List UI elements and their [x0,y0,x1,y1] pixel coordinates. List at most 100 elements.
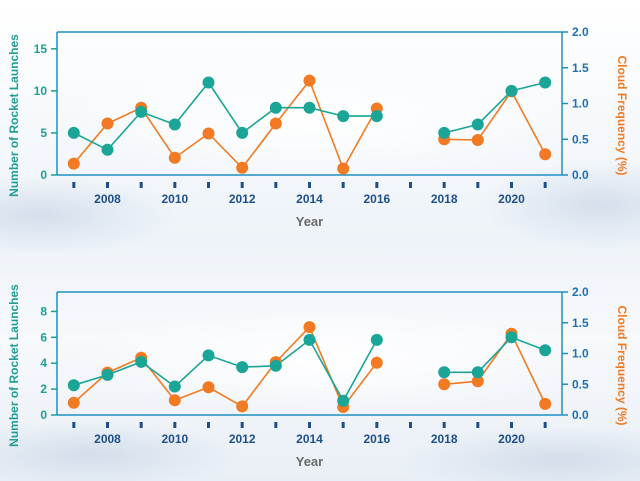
cloud-frequency-point [202,381,215,394]
x-tick-label: 2020 [498,192,525,206]
launches-line [73,81,377,151]
cloud-frequency-point [337,162,350,175]
cloud-frequency-point [370,356,383,369]
cloud-frequency-point [269,117,282,130]
chart-top: 0 5 10 15 0.0 0.5 1.0 1.5 2.0 2008 2010 2012 2014 201… [7,25,629,229]
chart-bottom: 0 2 4 6 8 0.0 0.5 1.0 1.5 2.0 2008 2010 2012 2014 2016… [7,284,629,469]
x-tick-label: 2020 [498,432,525,446]
cloud-frequency-point [539,148,552,161]
y-tick-label-left: 2 [40,382,47,396]
y-tick-label-left: 0 [40,168,47,182]
x-tick [207,182,210,188]
y-tick-label-left: 8 [40,304,47,318]
x-tick [240,182,244,188]
x-tick [139,422,143,428]
cloud-frequency-point [438,378,451,391]
launches-point [67,126,80,139]
x-tick-label: 2014 [296,192,323,206]
y-axis-label-left: Number of Rocket Launches [7,284,21,447]
y-tick-label-left: 0 [40,408,47,422]
launches-point [168,118,181,131]
x-tick [476,422,480,428]
launches-point [471,118,484,131]
cloud-frequency-point [236,161,249,174]
y-tick-label-left: 10 [34,84,48,98]
cloud-frequency-point [168,394,181,407]
launches-point [101,368,114,381]
y-tick-label-left: 4 [40,356,47,370]
x-tick [240,422,244,428]
y-axis-label-left: Number of Rocket Launches [7,34,21,197]
y-tick-label-right: 1.5 [572,316,589,330]
x-tick [308,182,311,188]
launches-point [135,105,148,118]
launches-point [370,110,383,123]
launches-point [438,366,451,379]
x-tick [341,182,345,188]
x-tick-label: 2012 [229,192,256,206]
x-tick [341,422,345,428]
x-tick-label: 2014 [296,432,323,446]
cloud-frequency-point [168,151,181,164]
x-tick-label: 2016 [363,192,390,206]
y-tick-label-right: 2.0 [572,285,589,299]
launches-point [269,101,282,114]
cloud-frequency-point [67,157,80,170]
y-tick-label-right: 0.5 [572,377,589,391]
launches-point [505,84,518,97]
launches-point [505,331,518,344]
x-tick [106,182,109,188]
y-tick-label-left: 5 [40,126,47,140]
y-tick-label-left: 15 [34,42,48,56]
launches-point [101,143,114,156]
y-tick-label-right: 0.0 [572,168,589,182]
y-tick-label-right: 0.0 [572,408,589,422]
cloud-frequency-line [73,78,378,171]
x-tick [375,422,379,428]
y-axis-label-right: Cloud Frequency (%) [615,55,629,175]
cloud-frequency-point [303,74,316,87]
y-tick-label-right: 0.5 [572,132,589,146]
x-tick [510,182,513,188]
cloud-frequency-line [444,89,546,155]
x-tick-label: 2018 [431,192,458,206]
x-tick-label: 2010 [161,432,188,446]
x-tick [442,422,446,428]
x-axis-label: Year [296,454,323,469]
x-tick [543,422,547,428]
x-tick [375,182,379,188]
launches-point [303,101,316,114]
launches-point [471,366,484,379]
x-tick [72,422,76,428]
cloud-frequency-point [67,396,80,409]
x-tick-label: 2012 [229,432,256,446]
launches-line [444,336,546,374]
x-tick-label: 2010 [161,192,188,206]
launches-point [337,394,350,407]
launches-point [539,344,552,357]
y-tick-label-right: 1.0 [572,97,589,111]
y-tick-label-right: 1.0 [572,347,589,361]
x-tick [510,422,513,428]
x-tick [207,422,210,428]
launches-line [73,338,378,403]
launches-point [269,359,282,372]
x-tick [173,422,177,428]
x-tick [308,422,311,428]
launches-point [370,333,383,346]
launches-point [236,126,249,139]
cloud-frequency-point [101,117,114,130]
launches-point [438,126,451,139]
x-tick [106,422,109,428]
x-tick-label: 2018 [431,432,458,446]
y-tick-label-right: 2.0 [572,25,589,39]
cloud-frequency-point [539,397,552,410]
cloud-frequency-point [471,375,484,388]
x-tick [173,182,177,188]
y-axis-label-right: Cloud Frequency (%) [615,305,629,425]
x-tick [409,182,412,188]
x-tick [543,182,547,188]
launches-point [539,76,552,89]
y-tick-label-left: 6 [40,330,47,344]
launches-point [202,349,215,362]
